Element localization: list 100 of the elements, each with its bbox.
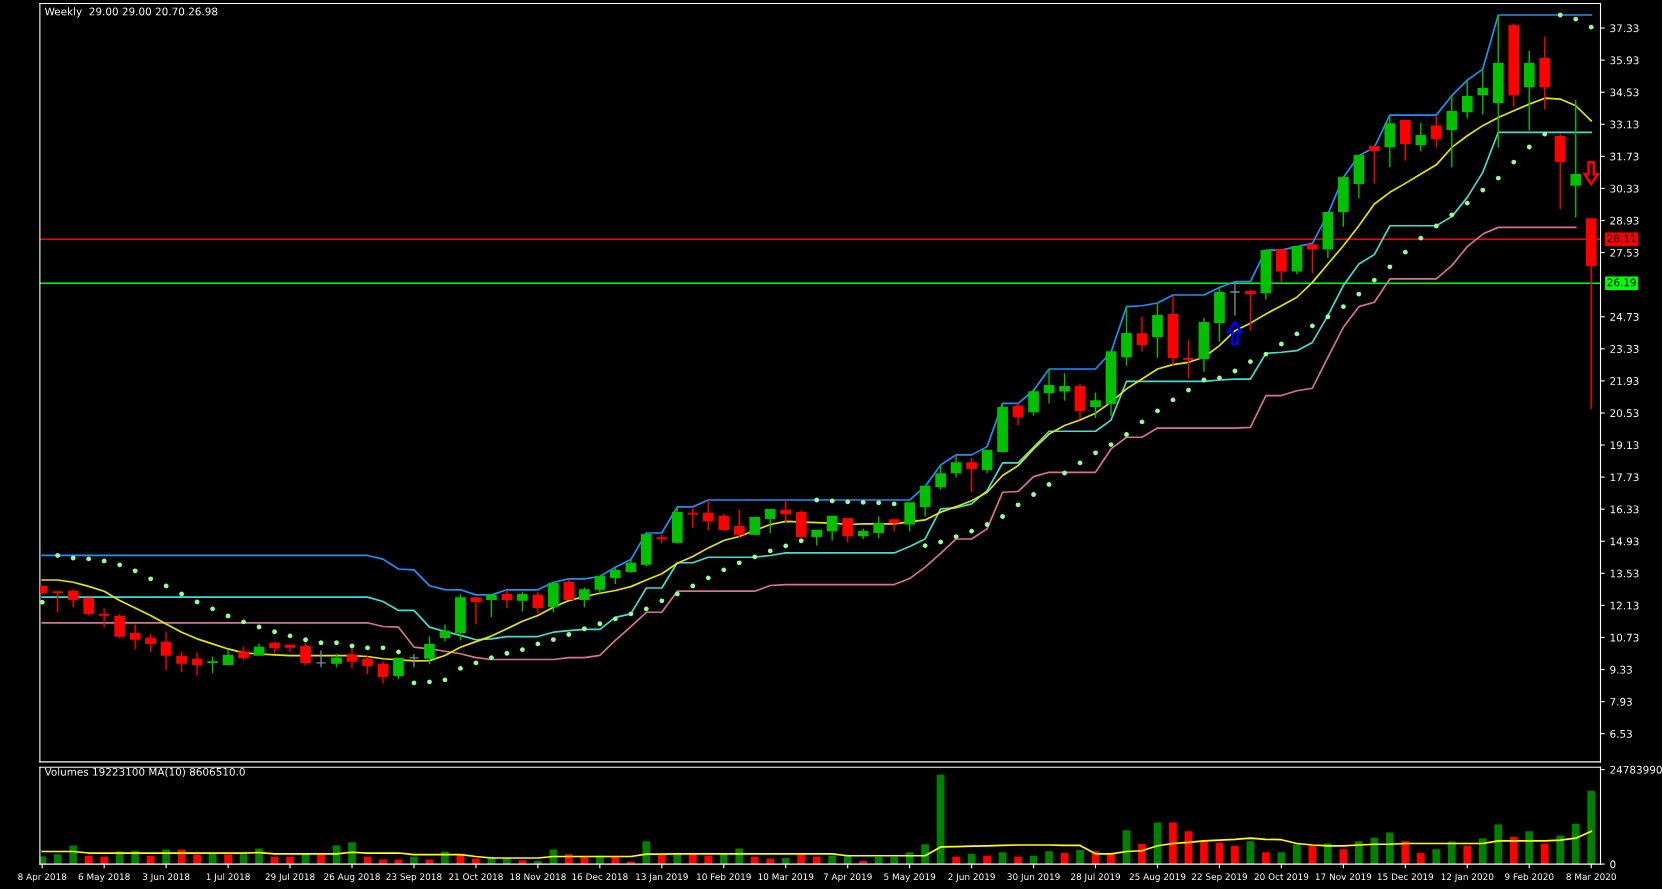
- candlestick: [470, 596, 482, 625]
- y-tick-label: 17.73: [1610, 473, 1639, 482]
- y-tick-label: 14.93: [1610, 537, 1639, 546]
- y-tick-label: 21.93: [1610, 377, 1639, 385]
- x-tick-label: 9 Feb 2020: [1504, 873, 1554, 881]
- candlestick: [1152, 302, 1163, 359]
- candlestick: [563, 578, 575, 600]
- bar: [1076, 849, 1084, 865]
- y-tick-label: 28.93: [1610, 216, 1639, 225]
- candlestick: [1245, 289, 1256, 332]
- candlestick: [377, 661, 389, 685]
- bar: [1525, 831, 1534, 865]
- bar: [1509, 837, 1518, 865]
- bar: [69, 845, 78, 865]
- x-tick-label: 16 Dec 2018: [572, 873, 628, 881]
- candlestick: [1121, 305, 1132, 367]
- bar: [1339, 849, 1348, 865]
- x-tick-label: 13 Jan 2019: [636, 873, 688, 882]
- candlestick: [656, 533, 668, 545]
- candlestick: [1307, 244, 1318, 275]
- candlestick: [904, 502, 915, 532]
- bar: [1200, 840, 1208, 865]
- candlestick: [780, 499, 792, 523]
- x-tick-label: 15 Dec 2019: [1377, 873, 1434, 881]
- bar: [472, 858, 480, 865]
- candlestick: [1399, 119, 1411, 162]
- candlestick: [842, 517, 854, 543]
- candlestick: [1523, 50, 1535, 132]
- candlestick: [129, 623, 141, 650]
- x-tick-label: 10 Mar 2019: [758, 873, 814, 881]
- candlestick: [1028, 387, 1039, 417]
- candlestick: [579, 586, 590, 608]
- x-tick-label: 17 Nov 2019: [1315, 873, 1372, 881]
- candlestick: [1183, 338, 1194, 380]
- y-tick-label: 30.33: [1610, 184, 1639, 193]
- y-tick-label: 33.13: [1610, 120, 1639, 129]
- candlestick: [950, 454, 962, 479]
- x-tick-label: 6 May 2018: [78, 873, 130, 882]
- y-tick-label: 13.53: [1610, 569, 1639, 578]
- candlestick: [393, 657, 404, 680]
- candlestick: [981, 449, 993, 474]
- candlestick: [191, 651, 203, 676]
- bar: [1432, 849, 1441, 865]
- bar: [1262, 852, 1270, 865]
- x-tick-label: 1 Jul 2018: [206, 873, 250, 882]
- candlestick: [702, 499, 714, 531]
- y-tick-label: 10.73: [1610, 633, 1639, 642]
- candlestick: [935, 464, 946, 491]
- candlestick: [1012, 402, 1024, 427]
- bar: [1045, 851, 1053, 865]
- y-tick-label: 16.33: [1610, 505, 1639, 514]
- candlestick: [1570, 99, 1582, 219]
- x-tick-label: 20 Oct 2019: [1254, 873, 1309, 881]
- candlestick: [1136, 316, 1148, 353]
- x-tick-label: 21 Oct 2018: [449, 873, 503, 881]
- candlestick: [176, 650, 187, 673]
- candlestick: [1369, 146, 1380, 185]
- x-tick-label: 29 Jul 2018: [265, 873, 315, 882]
- candlestick: [408, 653, 420, 668]
- y-tick-label: 7.93: [1610, 697, 1632, 706]
- candlestick: [733, 508, 745, 539]
- bar: [1463, 845, 1472, 865]
- bar: [1587, 790, 1596, 865]
- bar: [642, 841, 651, 865]
- candlestick: [919, 485, 931, 518]
- candlestick: [826, 515, 838, 542]
- bar: [1401, 841, 1410, 865]
- y-tick-label: 12.13: [1610, 601, 1639, 610]
- ref-line-label: 26.19: [1607, 278, 1636, 287]
- candlestick: [1059, 372, 1070, 402]
- candlestick: [315, 649, 327, 668]
- y-tick-label: 35.93: [1610, 56, 1639, 65]
- candlestick: [1043, 368, 1055, 405]
- candlestick: [764, 508, 776, 534]
- chart-title: Volumes 19223100 MA(10) 8606510.0: [44, 767, 245, 777]
- candlestick: [966, 457, 977, 493]
- y-tick-label: 37.33: [1610, 24, 1639, 33]
- candlestick: [873, 515, 885, 539]
- candlestick: [1477, 68, 1489, 116]
- bar: [1478, 838, 1487, 865]
- candlestick: [517, 590, 528, 612]
- bar: [1447, 841, 1456, 865]
- x-tick-label: 28 Jul 2019: [1071, 873, 1121, 882]
- candlestick: [532, 590, 544, 616]
- candlestick: [486, 594, 497, 618]
- candlestick: [424, 635, 435, 665]
- x-tick-label: 8 Apr 2018: [18, 873, 67, 882]
- y-tick-label: 20.53: [1610, 409, 1639, 418]
- bar: [1556, 835, 1565, 865]
- bar: [1494, 824, 1503, 865]
- candlestick: [548, 582, 559, 613]
- y-tick-label: 34.53: [1610, 88, 1639, 97]
- candlestick: [1446, 94, 1458, 169]
- bar: [348, 842, 356, 865]
- candlestick: [145, 632, 156, 653]
- candlestick: [160, 630, 172, 671]
- y-tick-label: 23.33: [1610, 345, 1639, 353]
- line-series: [41, 226, 1577, 661]
- candlestick: [1276, 249, 1287, 284]
- x-tick-label: 18 Nov 2018: [510, 873, 566, 881]
